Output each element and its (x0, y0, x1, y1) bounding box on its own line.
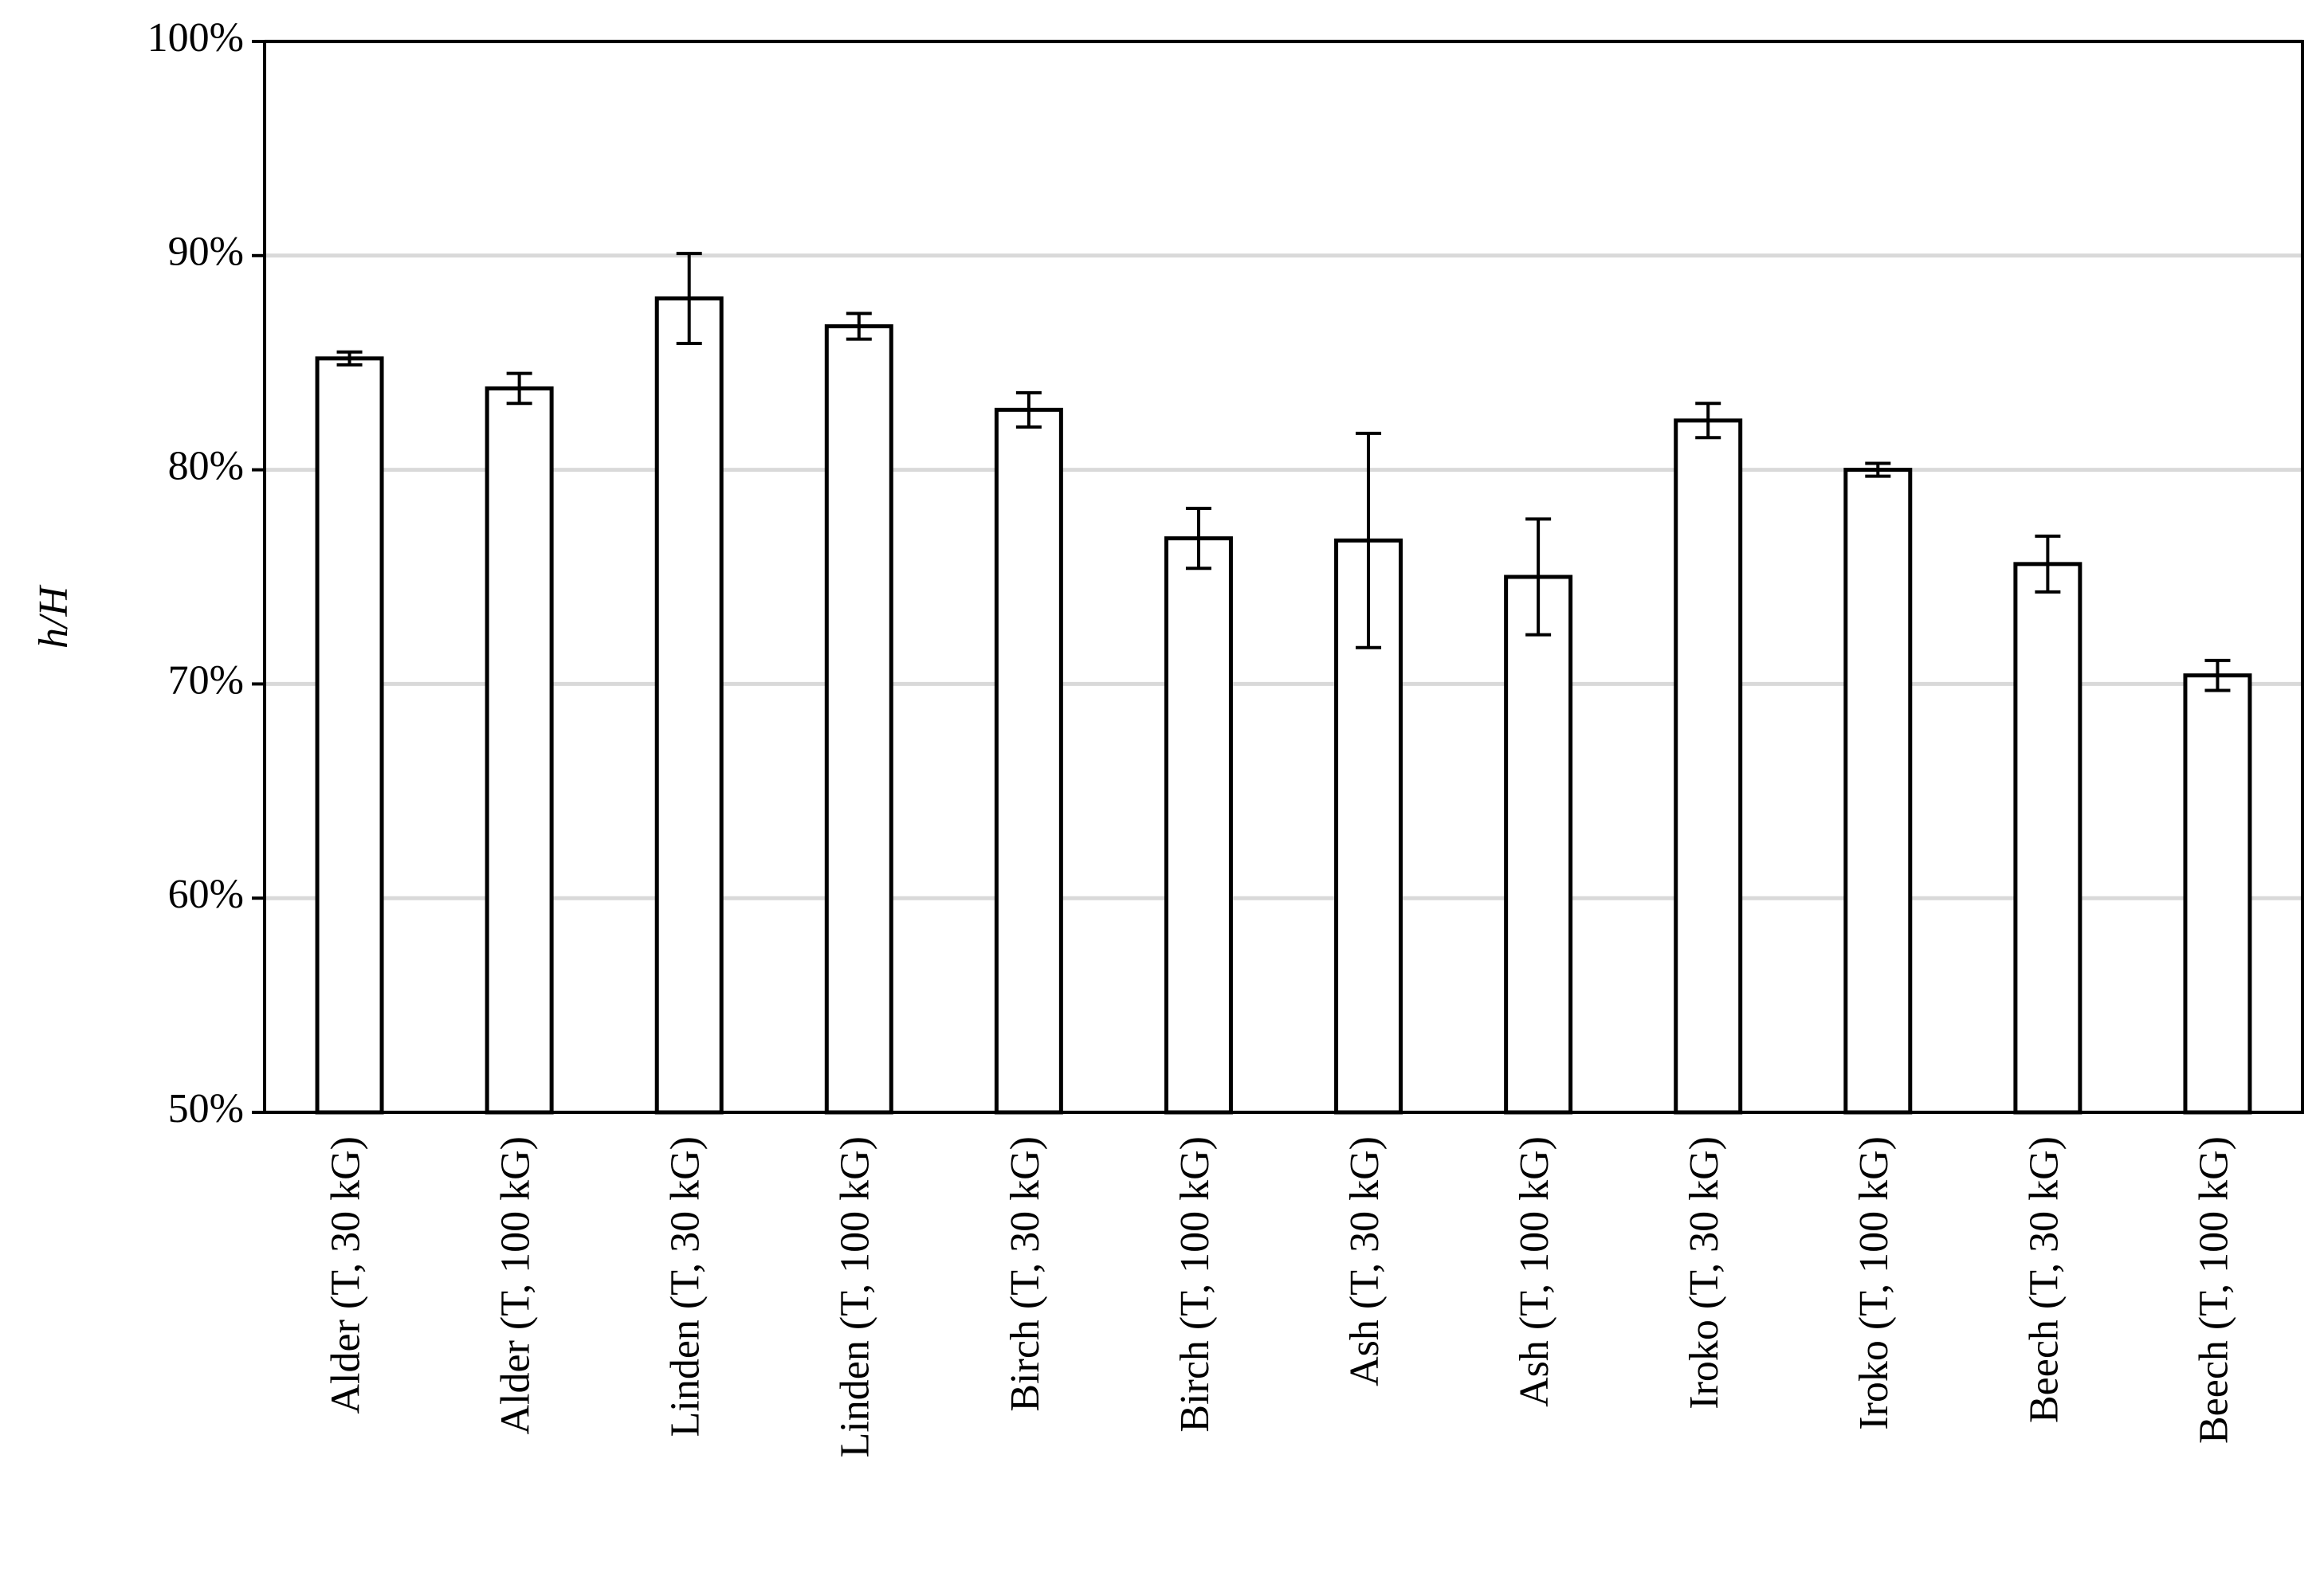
x-tick-label: Beech (T, 100 kG) (2191, 1136, 2236, 1444)
bar (485, 386, 554, 1115)
bar (2183, 673, 2252, 1115)
x-tick-label: Iroko (T, 30 kG) (1682, 1136, 1727, 1410)
x-tick-label: Alder (T, 30 kG) (323, 1136, 368, 1414)
bar (824, 324, 893, 1115)
error-bar (2204, 658, 2231, 692)
x-tick-label: Linden (T, 100 kG) (833, 1136, 878, 1457)
x-tick-label: Birch (T, 100 kG) (1172, 1136, 1218, 1433)
bar (2013, 562, 2083, 1115)
error-bar (676, 252, 702, 346)
x-tick-label: Ash (T, 100 kG) (1512, 1136, 1557, 1407)
bar (315, 356, 384, 1115)
error-bar (1525, 517, 1552, 637)
error-bar (336, 350, 363, 367)
y-tick-label: 100% (147, 15, 244, 61)
x-tick-label: Beech (T, 30 kG) (2021, 1136, 2067, 1423)
error-bar (1865, 461, 1891, 478)
bar (994, 407, 1063, 1115)
x-tick-label: Alder (T, 100 kG) (493, 1136, 539, 1435)
bar (654, 296, 724, 1115)
error-bar (1356, 431, 1382, 649)
x-tick-label: Birch (T, 30 kG) (1003, 1136, 1048, 1412)
error-bar (1015, 390, 1042, 429)
x-tick-label: Linden (T, 30 kG) (663, 1136, 709, 1437)
error-bar (1695, 402, 1721, 440)
bar (1674, 418, 1743, 1115)
bar (1843, 468, 1913, 1115)
x-tick-label: Iroko (T, 100 kG) (1851, 1136, 1897, 1430)
bar (1164, 536, 1233, 1115)
y-tick-label: 80% (168, 444, 244, 489)
y-axis-label: h/H (31, 585, 77, 649)
y-tick-label: 90% (168, 229, 244, 275)
plot-frame (263, 40, 2304, 1114)
y-tick-label: 60% (168, 872, 244, 917)
error-bar (2035, 534, 2061, 594)
bar (1504, 574, 1573, 1115)
error-bar (506, 371, 532, 406)
y-tick-label: 70% (168, 657, 244, 703)
x-tick-label: Ash (T, 30 kG) (1342, 1136, 1388, 1386)
error-bar (846, 312, 872, 341)
y-tick-label: 50% (168, 1086, 244, 1131)
error-bar (1185, 506, 1211, 571)
